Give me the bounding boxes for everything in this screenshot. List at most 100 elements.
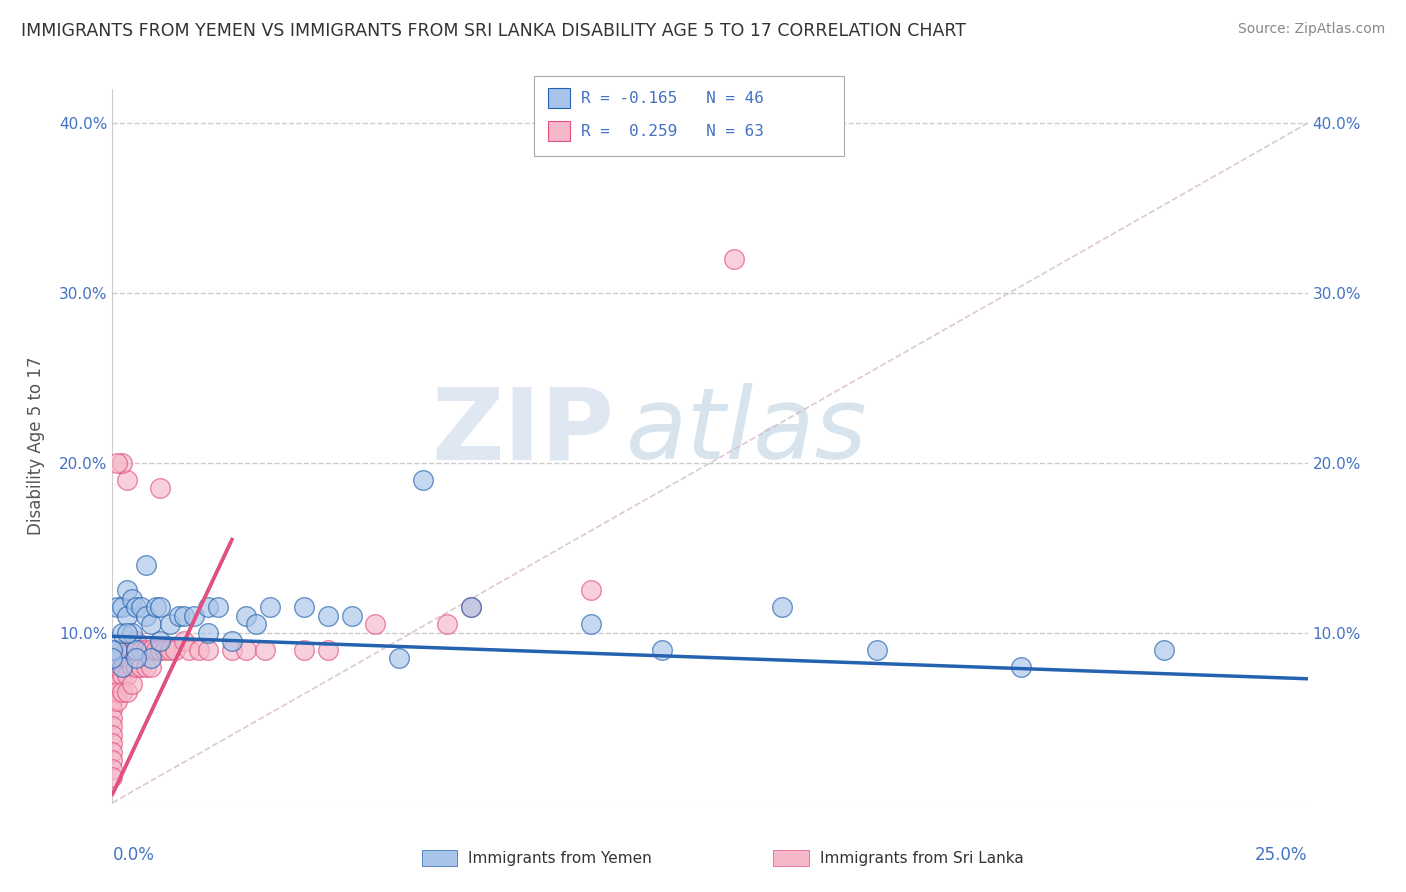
Point xyxy=(159,643,181,657)
Point xyxy=(105,685,128,699)
Y-axis label: Disability Age 5 to 17: Disability Age 5 to 17 xyxy=(27,357,45,535)
Point xyxy=(105,651,128,665)
Point xyxy=(177,643,200,657)
Point xyxy=(101,668,124,682)
Point xyxy=(125,600,148,615)
Point xyxy=(105,668,128,682)
Point xyxy=(105,660,128,674)
Point xyxy=(121,591,143,606)
Point xyxy=(316,608,339,623)
Point xyxy=(173,634,195,648)
Point xyxy=(135,608,157,623)
Point xyxy=(149,634,172,648)
Point xyxy=(121,660,143,674)
Point xyxy=(460,600,482,615)
Point xyxy=(197,600,219,615)
Point xyxy=(111,660,134,674)
Text: Immigrants from Yemen: Immigrants from Yemen xyxy=(468,851,652,865)
Text: Source: ZipAtlas.com: Source: ZipAtlas.com xyxy=(1237,22,1385,37)
Point xyxy=(460,600,482,615)
Point xyxy=(125,643,148,657)
Point xyxy=(145,600,167,615)
Point xyxy=(115,583,138,598)
Point xyxy=(388,651,411,665)
Point xyxy=(129,660,152,674)
Point xyxy=(111,651,134,665)
Point xyxy=(770,600,793,615)
Point xyxy=(245,617,267,632)
Point xyxy=(125,643,148,657)
Point xyxy=(111,456,134,470)
Point xyxy=(436,617,458,632)
Point xyxy=(197,626,219,640)
Point xyxy=(101,770,124,784)
Point xyxy=(145,643,167,657)
Point xyxy=(159,617,181,632)
Point xyxy=(197,643,219,657)
Point xyxy=(105,600,128,615)
Point xyxy=(121,626,143,640)
Point xyxy=(139,660,162,674)
Point xyxy=(111,668,134,682)
Point xyxy=(111,685,134,699)
Point xyxy=(149,482,172,496)
Point xyxy=(254,643,277,657)
Point xyxy=(105,456,128,470)
Text: atlas: atlas xyxy=(627,384,868,480)
Point xyxy=(139,617,162,632)
Point xyxy=(579,617,602,632)
Point xyxy=(115,685,138,699)
Point xyxy=(316,643,339,657)
Point xyxy=(221,643,243,657)
Point xyxy=(101,651,124,665)
Point xyxy=(135,643,157,657)
Point xyxy=(259,600,281,615)
Point xyxy=(115,651,138,665)
Text: 0.0%: 0.0% xyxy=(112,846,155,863)
Point xyxy=(111,600,134,615)
Point xyxy=(105,643,128,657)
Point xyxy=(111,626,134,640)
Text: R = -0.165   N = 46: R = -0.165 N = 46 xyxy=(581,91,763,105)
Point xyxy=(115,668,138,682)
Point xyxy=(1010,660,1032,674)
Point xyxy=(866,643,889,657)
Point xyxy=(101,685,124,699)
Point xyxy=(235,643,257,657)
Point xyxy=(101,694,124,708)
Point xyxy=(235,608,257,623)
Point xyxy=(292,643,315,657)
Point xyxy=(139,651,162,665)
Point xyxy=(105,677,128,691)
Point xyxy=(651,643,673,657)
Point xyxy=(125,634,148,648)
Text: IMMIGRANTS FROM YEMEN VS IMMIGRANTS FROM SRI LANKA DISABILITY AGE 5 TO 17 CORREL: IMMIGRANTS FROM YEMEN VS IMMIGRANTS FROM… xyxy=(21,22,966,40)
Point xyxy=(101,745,124,759)
Point xyxy=(579,583,602,598)
Point xyxy=(101,753,124,767)
Text: ZIP: ZIP xyxy=(432,384,614,480)
Point xyxy=(292,600,315,615)
Point xyxy=(115,643,138,657)
Point xyxy=(149,600,172,615)
Point xyxy=(111,643,134,657)
Point xyxy=(101,736,124,750)
Point xyxy=(149,643,172,657)
Point xyxy=(364,617,387,632)
Point xyxy=(153,643,176,657)
Point xyxy=(135,660,157,674)
Point xyxy=(115,473,138,487)
Point xyxy=(163,643,186,657)
Point xyxy=(101,660,124,674)
Text: Immigrants from Sri Lanka: Immigrants from Sri Lanka xyxy=(820,851,1024,865)
Point xyxy=(187,643,209,657)
Point xyxy=(101,762,124,776)
Point xyxy=(121,643,143,657)
Text: R =  0.259   N = 63: R = 0.259 N = 63 xyxy=(581,124,763,138)
Point xyxy=(101,719,124,733)
Point xyxy=(1153,643,1175,657)
Point xyxy=(723,252,745,266)
Point xyxy=(125,651,148,665)
Point xyxy=(101,728,124,742)
Point xyxy=(101,677,124,691)
